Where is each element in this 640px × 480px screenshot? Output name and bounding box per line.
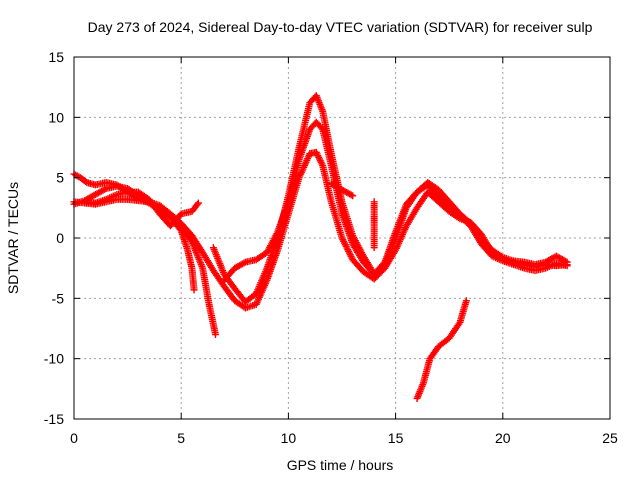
series-track-8 — [370, 198, 378, 252]
data-point — [370, 244, 378, 252]
y-tick-label: 0 — [56, 230, 64, 246]
series-track-6 — [81, 188, 202, 230]
y-tick-label: 15 — [48, 49, 64, 65]
x-tick-label: 20 — [495, 430, 511, 446]
series-track-5 — [220, 118, 571, 284]
y-tick-label: 5 — [56, 170, 64, 186]
y-axis-label: SDTVAR / TECUs — [5, 182, 21, 294]
chart-title: Day 273 of 2024, Sidereal Day-to-day VTE… — [88, 19, 593, 35]
series-track-9 — [413, 297, 470, 402]
series-track-4 — [209, 92, 571, 306]
y-tick-label: -5 — [52, 290, 65, 306]
data-point — [101, 185, 109, 193]
data-point — [193, 200, 201, 208]
x-tick-label: 0 — [70, 430, 78, 446]
series-track-3 — [70, 148, 571, 312]
data-layer — [70, 92, 571, 402]
y-tick-label: -10 — [44, 351, 64, 367]
data-point — [194, 199, 202, 207]
data-point — [455, 320, 463, 328]
data-point — [212, 331, 220, 339]
y-tick-label: 10 — [48, 109, 64, 125]
x-tick-label: 5 — [177, 430, 185, 446]
x-tick-label: 10 — [281, 430, 297, 446]
data-point — [563, 258, 571, 266]
data-point — [349, 192, 357, 200]
axes-layer: 0 5 10 15 20 25 -15 -10 -5 0 5 10 15 — [44, 49, 618, 446]
series-track-7 — [327, 180, 357, 200]
series-track-1 — [70, 170, 198, 294]
x-tick-label: 25 — [602, 430, 618, 446]
data-point — [462, 297, 470, 305]
y-tick-label: -15 — [44, 411, 64, 427]
x-axis-label: GPS time / hours — [287, 457, 394, 473]
data-point — [562, 257, 570, 265]
x-tick-label: 15 — [388, 430, 404, 446]
data-point — [190, 286, 198, 294]
data-point — [240, 259, 248, 267]
data-point — [347, 191, 355, 199]
